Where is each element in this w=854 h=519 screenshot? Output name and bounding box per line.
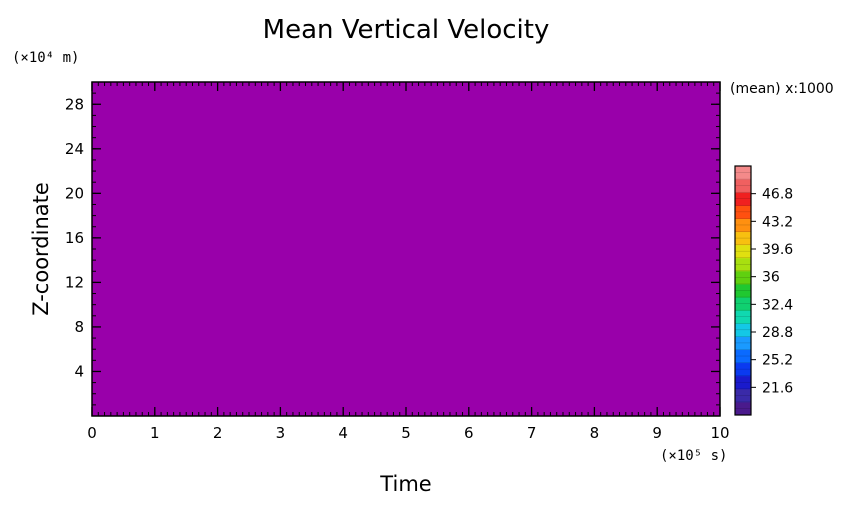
colorbar-swatch	[735, 218, 751, 233]
y-tick-label: 8	[74, 318, 84, 336]
x-tick-label: 7	[527, 424, 537, 442]
x-unit-label: (×10⁵ s)	[660, 448, 727, 464]
x-ticks: 0 1 2 3 4 5 6 7 8 9 10	[87, 82, 730, 442]
colorbar-tick-label: 36	[762, 270, 780, 286]
colorbar-tick-label: 43.2	[762, 214, 793, 230]
colorbar-ticks: 21.6 25.2 28.8 32.4 36 39.6 43.2 46.8	[751, 187, 793, 396]
colorbar-swatch	[735, 179, 751, 193]
y-tick-label: 20	[65, 184, 84, 202]
colorbar-swatch	[735, 231, 751, 246]
y-tick-label: 24	[65, 140, 84, 158]
x-axis-label: Time	[379, 472, 431, 496]
plot-frame	[91, 81, 721, 417]
colorbar-swatch	[735, 283, 751, 298]
x-tick-label: 2	[213, 424, 223, 442]
y-ticks: 4 8 12 16 20 24 28	[65, 95, 720, 380]
colorbar-tick-label: 39.6	[762, 242, 793, 258]
colorbar-swatch	[735, 297, 751, 311]
colorbar-tick-label: 28.8	[762, 325, 793, 341]
colorbar	[734, 165, 752, 416]
colorbar-scale-note: (mean) x:1000	[730, 81, 834, 97]
colorbar-swatch	[735, 401, 751, 416]
y-unit-label: (×10⁴ m)	[12, 50, 79, 66]
colorbar-swatch	[735, 192, 751, 206]
y-tick-label: 16	[65, 229, 84, 247]
colorbar-swatch	[735, 388, 751, 403]
colorbar-swatch	[735, 270, 751, 285]
x-tick-label: 6	[464, 424, 474, 442]
colorbar-tick-label: 32.4	[762, 297, 793, 313]
colorbar-tick-label: 25.2	[762, 353, 793, 369]
colorbar-swatch	[735, 205, 751, 219]
x-tick-label: 9	[652, 424, 662, 442]
x-tick-label: 1	[150, 424, 160, 442]
colorbar-swatch	[735, 323, 751, 337]
x-tick-label: 5	[401, 424, 411, 442]
y-tick-label: 4	[74, 362, 84, 380]
x-tick-label: 4	[338, 424, 348, 442]
x-tick-label: 10	[710, 424, 729, 442]
y-tick-label: 12	[65, 273, 84, 291]
x-tick-label: 8	[590, 424, 600, 442]
colorbar-swatch	[735, 336, 751, 350]
x-tick-label: 3	[276, 424, 286, 442]
heatmap-field	[92, 82, 720, 416]
colorbar-tick-label: 21.6	[762, 380, 793, 396]
x-tick-label: 0	[87, 424, 97, 442]
y-axis-label: Z-coordinate	[29, 182, 53, 316]
colorbar-swatch	[735, 257, 751, 272]
colorbar-swatch	[735, 166, 751, 180]
colorbar-swatch	[735, 375, 751, 390]
colorbar-frame	[734, 165, 752, 416]
colorbar-tick-label: 46.8	[762, 187, 793, 203]
chart-title: Mean Vertical Velocity	[263, 15, 550, 45]
colorbar-swatch	[735, 362, 751, 377]
y-tick-label: 28	[65, 95, 84, 113]
colorbar-swatch	[735, 349, 751, 364]
colorbar-swatch	[735, 310, 751, 324]
colorbar-swatch	[735, 244, 751, 259]
